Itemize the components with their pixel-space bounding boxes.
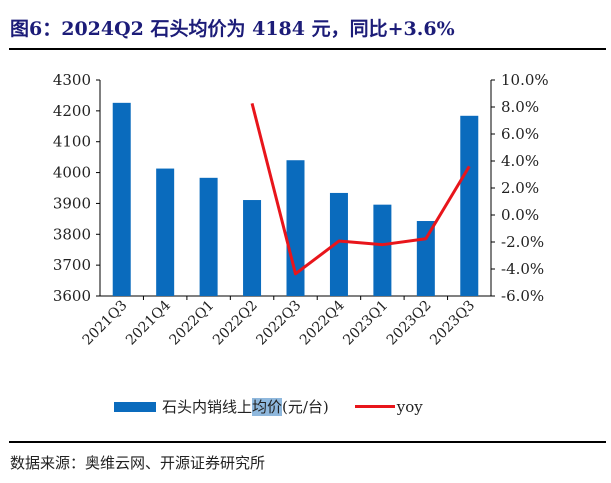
left-tick-label: 4000 [53, 164, 91, 182]
x-tick-label: 2022Q4 [297, 297, 348, 348]
bar-2022Q1 [199, 177, 218, 296]
left-tick-label: 4100 [53, 133, 91, 151]
left-tick-label: 4200 [53, 102, 91, 120]
bar-2023Q3 [460, 115, 479, 297]
right-tick-label: 10.0% [501, 71, 549, 89]
legend-bar-label: 石头内销线上均价(元/台) [162, 398, 329, 416]
left-tick-label: 3900 [53, 194, 91, 212]
x-tick-label: 2022Q3 [253, 298, 304, 349]
right-tick-label: 2.0% [501, 179, 539, 197]
title-rule [9, 48, 606, 50]
x-tick-label: 2023Q1 [340, 298, 391, 349]
bar-2022Q4 [329, 192, 348, 296]
x-tick-label: 2022Q1 [167, 298, 218, 349]
left-tick-label: 3700 [53, 256, 91, 274]
chart-area: 3600 3700 3800 3900 4000 4100 4200 4300 -6.0% -4.… [53, 71, 549, 349]
source-text: 数据来源：奥维云网、开源证券研究所 [10, 454, 266, 472]
bar-2022Q2 [243, 200, 262, 296]
chart-title: 图6：2024Q2 石头均价为 4184 元，同比+3.6% [10, 18, 455, 40]
right-tick-label: 4.0% [501, 152, 539, 170]
legend-line-swatch [354, 405, 395, 408]
right-tick-label: 0.0% [501, 206, 539, 224]
source-rule [9, 441, 606, 443]
bar-2021Q3 [112, 102, 131, 296]
legend: 石头内销线上均价(元/台) yoy [114, 396, 423, 417]
bar-2021Q4 [156, 168, 175, 296]
x-tick-label: 2021Q4 [123, 297, 174, 348]
right-tick-label: 8.0% [501, 98, 539, 116]
right-tick-label: 6.0% [501, 125, 539, 143]
left-tick-label: 3600 [53, 287, 91, 305]
bar-2023Q2 [416, 221, 435, 296]
bar-2023Q1 [373, 204, 392, 296]
x-tick-label: 2023Q3 [427, 298, 478, 349]
left-tick-label: 4300 [53, 71, 91, 89]
legend-bar-swatch [114, 401, 156, 412]
x-tick-label: 2021Q3 [80, 298, 131, 349]
x-tick-label: 2023Q2 [384, 298, 435, 349]
bar-2022Q3 [286, 160, 305, 296]
right-tick-label: -6.0% [501, 287, 544, 305]
yoy-line [250, 102, 471, 276]
right-tick-label: -2.0% [501, 233, 544, 251]
legend-line-label: yoy [396, 397, 423, 416]
x-tick-label: 2022Q2 [210, 298, 261, 349]
left-tick-label: 3800 [53, 225, 91, 243]
right-tick-label: -4.0% [501, 260, 544, 278]
